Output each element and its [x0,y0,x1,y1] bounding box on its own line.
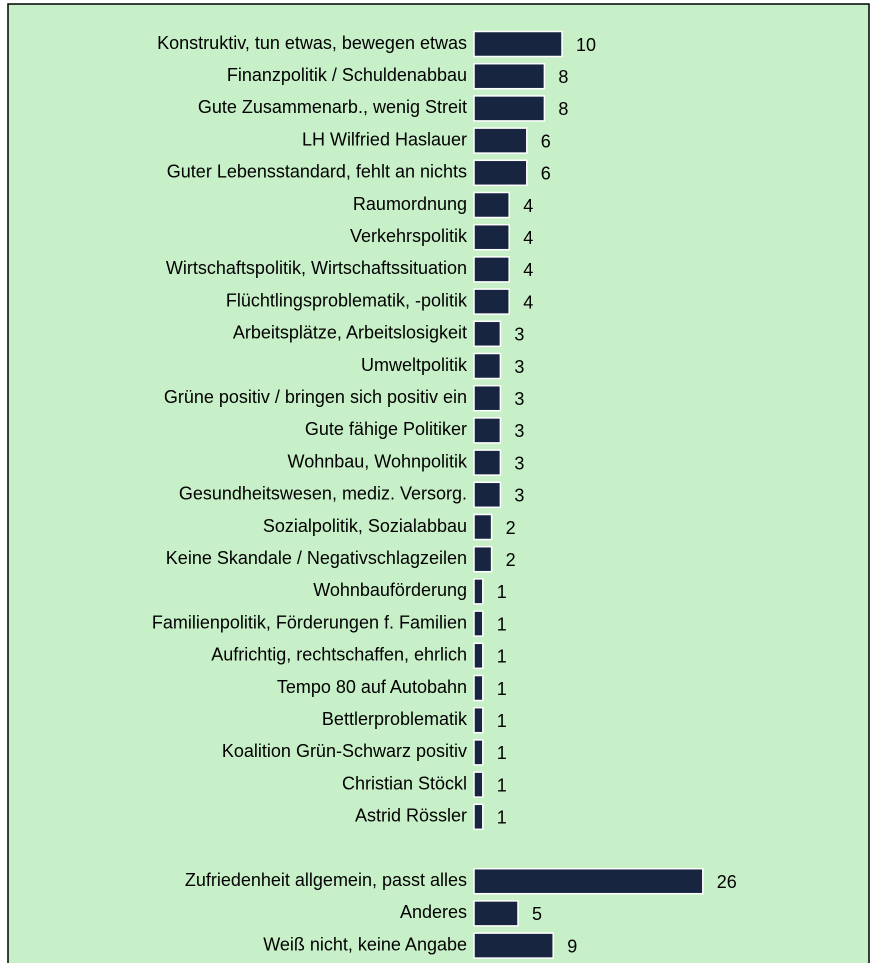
category-label: Wohnbau, Wohnpolitik [288,451,468,471]
bar [473,771,484,798]
category-label: Gute fähige Politiker [305,419,467,439]
value-label: 3 [514,389,524,409]
category-label: Keine Skandale / Negativschlagzeilen [166,548,467,568]
value-label: 3 [514,357,524,377]
category-label: Wohnbauförderung [313,580,467,600]
bar [473,95,546,122]
category-label: Konstruktiv, tun etwas, bewegen etwas [157,33,467,53]
value-label: 4 [523,196,533,216]
value-label: 1 [497,775,507,795]
bar [473,674,484,702]
plot-panel [7,3,870,963]
value-label: 3 [514,421,524,441]
bar [473,127,528,154]
value-label: 10 [576,35,596,55]
bar [473,610,484,637]
value-label: 1 [497,808,507,828]
bar [473,256,510,283]
value-label: 2 [506,550,516,570]
bar [473,288,510,315]
bar [473,642,484,670]
value-label: 26 [717,872,737,892]
value-label: 3 [514,453,524,473]
value-label: 8 [558,67,568,87]
value-label: 4 [523,228,533,248]
bar [473,706,484,734]
category-label: Grüne positiv / bringen sich positiv ein [164,387,467,407]
bar [473,449,502,476]
value-label: 6 [541,164,551,184]
bar [473,159,528,187]
category-label: LH Wilfried Haslauer [302,129,467,149]
bar [473,739,484,766]
value-label: 1 [497,647,507,667]
bar [473,513,493,541]
value-label: 5 [532,904,542,924]
bar [473,900,519,927]
value-label: 1 [497,743,507,763]
category-label: Arbeitsplätze, Arbeitslosigkeit [233,323,467,343]
bar [473,417,502,444]
bar [473,578,484,605]
category-label: Verkehrspolitik [350,226,468,246]
bar [473,932,554,959]
category-label: Sozialpolitik, Sozialabbau [263,516,467,536]
bar [473,481,502,509]
category-label: Gute Zusammenarb., wenig Streit [198,97,467,117]
value-label: 3 [514,325,524,345]
value-label: 4 [523,260,533,280]
value-label: 1 [497,679,507,699]
category-label: Tempo 80 auf Autobahn [277,677,467,697]
value-label: 4 [523,292,533,312]
bar [473,62,546,90]
value-label: 1 [497,582,507,602]
category-label: Zufriedenheit allgemein, passt alles [185,870,467,890]
value-label: 9 [567,936,577,956]
category-label: Umweltpolitik [361,355,468,375]
bar [473,191,510,219]
category-label: Koalition Grün-Schwarz positiv [222,741,467,761]
value-label: 8 [558,99,568,119]
bar [473,352,502,380]
category-label: Gesundheitswesen, mediz. Versorg. [179,484,467,504]
bar [473,545,493,573]
value-label: 3 [514,486,524,506]
category-label: Flüchtlingsproblematik, -politik [226,290,468,310]
bar [473,320,502,348]
category-label: Anderes [400,902,467,922]
category-label: Finanzpolitik / Schuldenabbau [227,65,467,85]
category-label: Bettlerproblematik [322,709,468,729]
bar [473,30,563,58]
category-label: Familienpolitik, Förderungen f. Familien [152,612,467,632]
bar [473,803,484,831]
bar [473,867,704,895]
bar [473,384,502,412]
category-label: Weiß nicht, keine Angabe [263,934,467,954]
category-label: Christian Stöckl [342,773,467,793]
value-label: 6 [541,131,551,151]
category-label: Aufrichtig, rechtschaffen, ehrlich [211,645,467,665]
value-label: 1 [497,614,507,634]
value-label: 2 [506,518,516,538]
bar [473,223,510,251]
category-label: Raumordnung [353,194,467,214]
category-label: Astrid Rössler [355,806,467,826]
value-label: 1 [497,711,507,731]
category-label: Wirtschaftspolitik, Wirtschaftssituation [166,258,467,278]
category-label: Guter Lebensstandard, fehlt an nichts [167,162,467,182]
